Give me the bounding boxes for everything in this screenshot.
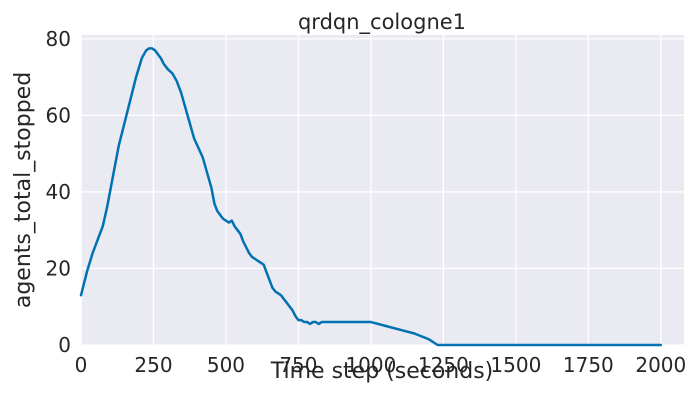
plot-area: [81, 35, 684, 345]
series-line: [79, 47, 663, 347]
y-tick-label: 40: [46, 180, 71, 204]
x-tick-label: 1750: [563, 353, 614, 377]
x-tick-label: 1250: [418, 353, 469, 377]
y-tick-label: 0: [58, 333, 71, 357]
x-tick-label: 0: [75, 353, 88, 377]
y-tick-label: 80: [46, 27, 71, 51]
y-axis-label: agents_total_stopped: [11, 72, 36, 308]
x-gridlines: [80, 35, 662, 345]
x-tick-label: 2000: [635, 353, 686, 377]
x-tick-labels: 0 250 500 750 1000 1250 1500 1750 2000: [75, 353, 687, 377]
x-tick-label: 1000: [345, 353, 396, 377]
x-tick-label: 750: [279, 353, 317, 377]
y-tick-label: 20: [46, 256, 71, 280]
y-tick-label: 60: [46, 103, 71, 127]
x-tick-label: 1500: [490, 353, 541, 377]
y-tick-labels: 0 20 40 60 80: [46, 27, 71, 357]
chart-title: qrdqn_cologne1: [298, 10, 466, 35]
x-tick-label: 500: [207, 353, 245, 377]
x-tick-label: 250: [134, 353, 172, 377]
x-axis-label: Time step (seconds): [270, 359, 494, 384]
series-layer: [79, 47, 663, 347]
